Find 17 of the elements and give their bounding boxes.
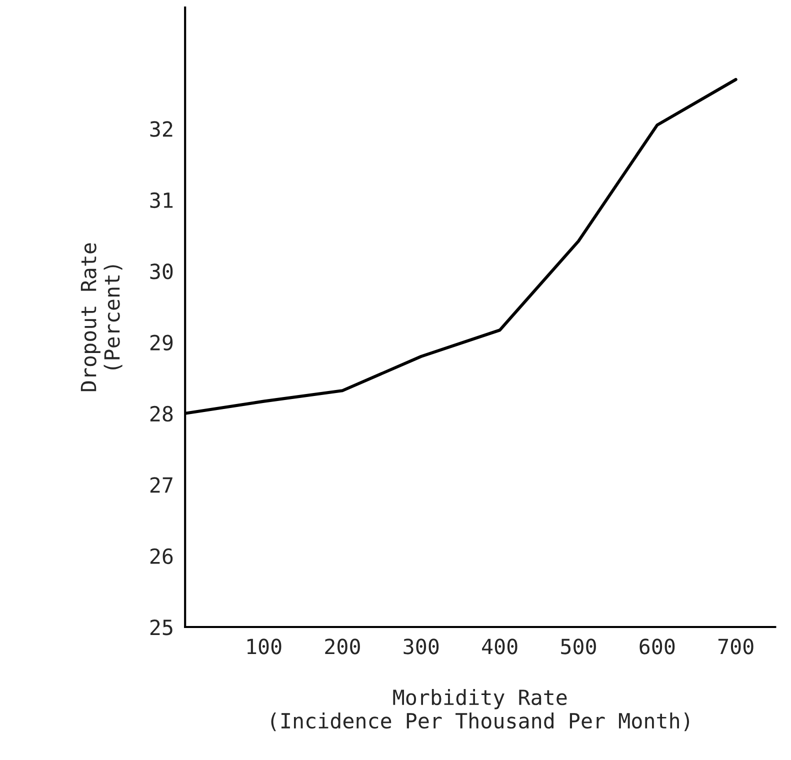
y-tick-label: 32	[150, 121, 172, 137]
x-tick-label: 700	[718, 638, 754, 654]
x-tick-label: 500	[561, 638, 596, 654]
y-tick-label: 25	[150, 620, 172, 636]
x-axis-title: Morbidity Rate (Incidence Per Thousand Per Month)	[271, 689, 690, 732]
x-tick-label: 600	[640, 638, 675, 654]
y-tick-label: 29	[150, 334, 173, 350]
x-tick-label: 400	[482, 638, 518, 654]
x-tick-label: 100	[247, 638, 282, 654]
y-tick-label: 30	[150, 264, 173, 280]
y-tick-label: 26	[150, 548, 173, 564]
y-tick-label: 28	[150, 406, 173, 422]
y-tick-label: 31	[150, 192, 173, 208]
x-tick-label: 200	[325, 638, 360, 654]
y-axis-title: Dropout Rate (Percent)	[80, 243, 122, 392]
x-tick-label: 300	[404, 638, 439, 654]
y-tick-label: 27	[150, 477, 172, 493]
